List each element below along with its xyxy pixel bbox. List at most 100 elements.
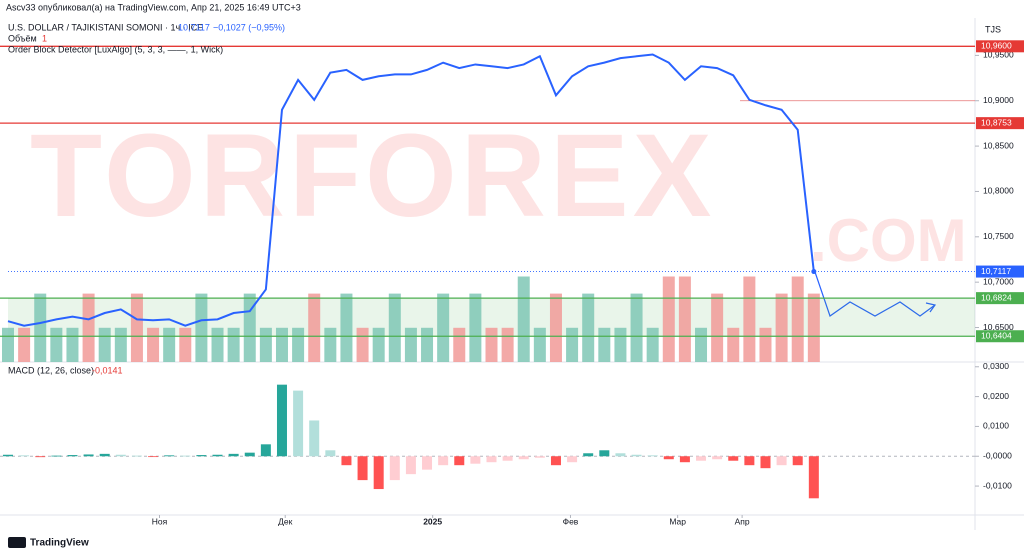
volume-bar <box>662 276 675 362</box>
volume-bar <box>630 293 643 362</box>
macd-bar <box>19 455 30 457</box>
macd-bar <box>550 456 561 466</box>
volume-bar <box>678 276 691 362</box>
macd-bar <box>67 455 78 457</box>
volume-bar <box>549 293 562 362</box>
macd-bar <box>276 384 287 457</box>
x-tick-label: Фев <box>563 516 579 526</box>
volume-bar <box>292 327 305 362</box>
price-label: 10,8753 <box>981 117 1012 127</box>
volume-bar <box>356 327 369 362</box>
macd-bar <box>760 456 771 469</box>
volume-bar <box>759 327 772 362</box>
volume-bar <box>179 327 192 362</box>
macd-bar <box>808 456 819 499</box>
macd-bar <box>583 453 594 457</box>
volume-bar <box>18 327 31 362</box>
volume-bar <box>50 327 63 362</box>
y-tick-label: 0,0300 <box>983 361 1009 371</box>
volume-bar <box>437 293 450 362</box>
chart-title: U.S. DOLLAR / TAJIKISTANI SOMONI · 1ч · … <box>8 22 203 32</box>
macd-bar <box>647 455 658 457</box>
y-tick-label: 10,8500 <box>983 140 1014 150</box>
byline: Ascv33 опубликовал(а) на TradingView.com… <box>6 2 301 12</box>
macd-bar <box>422 456 433 470</box>
y-tick-label: 0,0200 <box>983 391 1009 401</box>
price-label: 10,9600 <box>981 41 1012 51</box>
volume-bar <box>695 327 708 362</box>
price-change: −0,1027 (−0,95%) <box>213 22 285 32</box>
y-tick-label: 10,7500 <box>983 231 1014 241</box>
macd-bar <box>35 456 46 458</box>
volume-label: Объём <box>8 33 37 43</box>
watermark: TORFOREX <box>30 110 715 242</box>
x-tick-label: 2025 <box>423 516 442 526</box>
volume-bar <box>807 293 820 362</box>
macd-bar <box>518 456 529 460</box>
x-tick-label: Апр <box>735 516 750 526</box>
macd-bar <box>164 455 175 457</box>
x-tick-label: Ноя <box>152 516 168 526</box>
macd-bar <box>728 456 739 461</box>
macd-bar <box>309 420 320 457</box>
macd-bar <box>293 390 304 457</box>
y-tick-label: 10,7000 <box>983 276 1014 286</box>
macd-bar <box>3 454 13 457</box>
macd-title: MACD (12, 26, close) <box>8 365 94 375</box>
volume-bar <box>227 327 240 362</box>
footer-brand: TradingView <box>30 538 89 549</box>
price-label-bg <box>976 117 1024 130</box>
macd-last: -0,0141 <box>92 365 123 375</box>
volume-bar <box>2 327 14 362</box>
volume-bar <box>308 293 321 362</box>
y-tick-label: 10,9500 <box>983 50 1014 60</box>
macd-bar <box>83 454 94 457</box>
volume-bar <box>66 327 79 362</box>
volume-bar <box>130 293 143 362</box>
macd-bar <box>115 454 126 457</box>
volume-bar <box>453 327 466 362</box>
price-line <box>7 53 815 327</box>
price-label-bg <box>976 40 1024 53</box>
macd-bar <box>389 456 400 481</box>
volume-bar <box>614 327 627 362</box>
macd-bar <box>631 454 642 457</box>
volume-bar <box>711 293 724 362</box>
x-tick-label: Дек <box>278 516 292 526</box>
macd-bar <box>792 456 803 466</box>
price-label-bg <box>976 330 1024 343</box>
macd-bar <box>712 456 723 460</box>
volume-bar <box>340 293 353 362</box>
last-price: 10,7117 <box>178 22 210 32</box>
y-tick-label: 10,6500 <box>983 322 1014 332</box>
macd-bar <box>696 456 707 461</box>
macd-bar <box>405 456 416 475</box>
macd-bar <box>776 456 787 466</box>
volume-bar <box>743 276 756 362</box>
macd-bar <box>373 456 384 490</box>
y-tick-label: -0,0000 <box>983 450 1012 460</box>
volume-bar <box>372 327 385 362</box>
macd-bar <box>502 456 513 461</box>
volume-bar <box>421 327 434 362</box>
volume-bar <box>533 327 546 362</box>
macd-bar <box>99 453 110 457</box>
macd-bar <box>454 456 465 466</box>
volume-bar <box>195 293 208 362</box>
price-label-bg <box>976 292 1024 305</box>
macd-bar <box>228 453 239 457</box>
volume-bar <box>501 327 514 362</box>
macd-bar <box>615 453 626 457</box>
volume-bar <box>485 327 498 362</box>
last-price-dot <box>811 269 817 275</box>
volume-bar <box>388 293 401 362</box>
price-label: 10,7117 <box>981 266 1011 276</box>
volume-bar <box>582 293 595 362</box>
volume-bar <box>259 327 272 362</box>
macd-bar <box>663 456 674 460</box>
macd-bar <box>486 456 497 463</box>
y-tick-label: 0,0100 <box>983 421 1009 431</box>
volume-bar <box>469 293 482 362</box>
